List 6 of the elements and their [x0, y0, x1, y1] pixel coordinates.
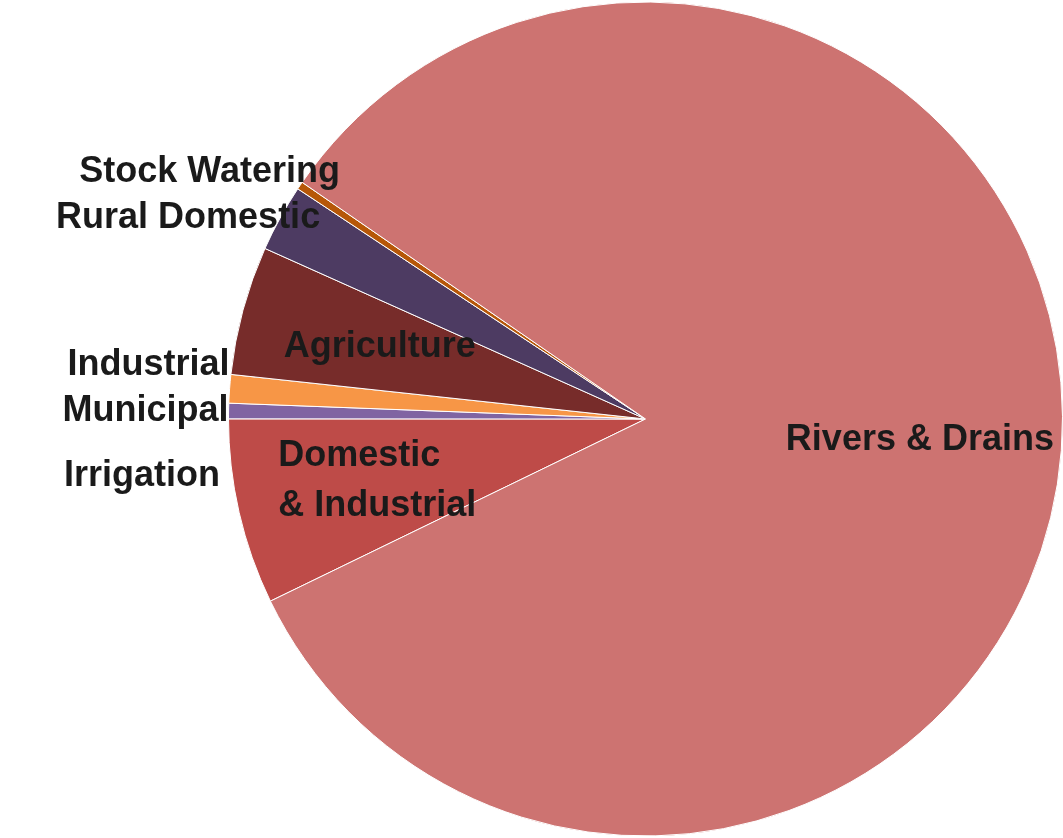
slice-label: Rivers & Drains	[785, 416, 1054, 458]
text: Irrigation	[63, 452, 220, 494]
slice-label: Domestic & Industrial	[278, 432, 477, 524]
slice-label: Municipal	[62, 387, 229, 429]
slice-label: Agriculture	[283, 324, 476, 366]
slice-label: Industrial	[67, 341, 230, 383]
